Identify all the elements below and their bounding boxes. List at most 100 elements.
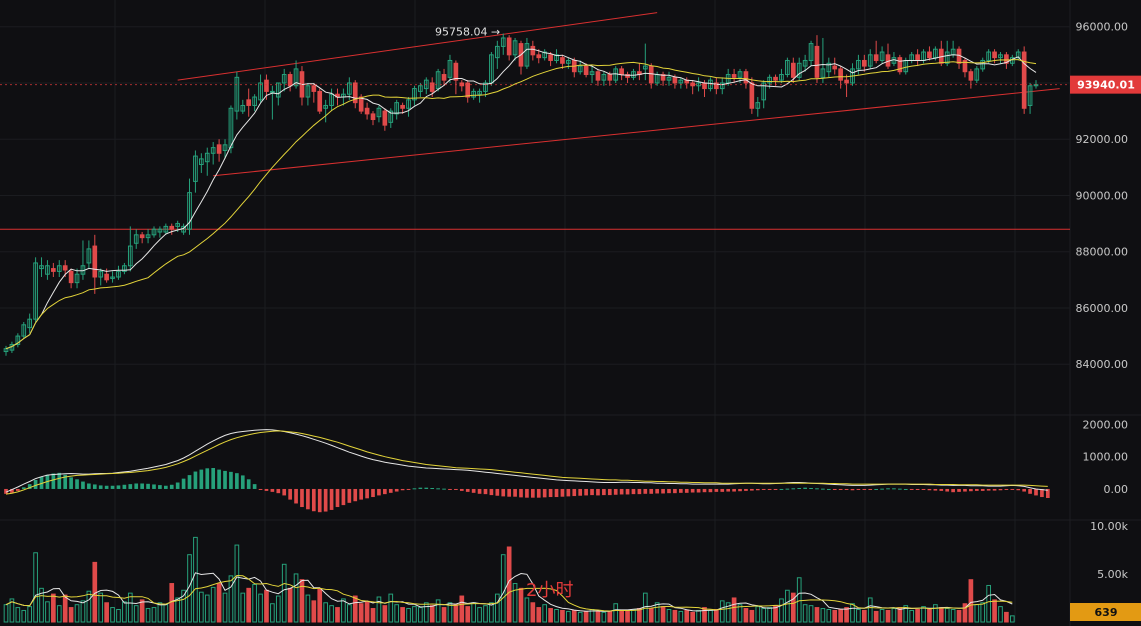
macd-bar-negative	[726, 488, 731, 492]
macd-bar-negative	[1034, 488, 1038, 496]
volume-bar-up	[974, 604, 980, 623]
candle-up	[163, 225, 169, 233]
candle-up	[275, 82, 281, 98]
macd-bar-negative	[566, 488, 571, 497]
macd-bar-positive	[21, 487, 26, 489]
volume-bar-down	[714, 609, 719, 623]
macd-bar-negative	[921, 488, 926, 490]
macd-bar-negative	[844, 488, 849, 490]
candle-up	[524, 43, 530, 67]
volume-bar-down	[607, 610, 613, 623]
macd-bar-positive	[821, 488, 825, 490]
candle-down	[861, 59, 867, 67]
candle-up	[642, 65, 648, 70]
candle-up	[554, 54, 559, 61]
volume-bar-down	[459, 595, 465, 623]
candle-up	[406, 99, 411, 109]
candle-up	[222, 144, 228, 151]
current-volume-badge-label: 639	[1095, 606, 1118, 619]
macd-bar-negative	[602, 488, 606, 496]
candle-up	[471, 90, 476, 98]
macd-bar-negative	[406, 488, 411, 490]
macd-bar-negative	[525, 488, 529, 498]
macd-bar-negative	[696, 488, 701, 493]
volume-bar-down	[169, 583, 175, 623]
candle-down	[317, 90, 323, 112]
volume-bar-up	[500, 554, 506, 623]
volume-bar-up	[110, 607, 115, 623]
candle-down	[790, 62, 796, 78]
candle-down	[927, 51, 932, 59]
volume-bar-up	[767, 607, 772, 623]
macd-dif-line	[5, 429, 1048, 493]
volume-bar-down	[352, 595, 358, 623]
macd-bar-negative	[750, 488, 754, 491]
macd-bar-positive	[217, 469, 221, 489]
macd-bar-negative	[560, 488, 565, 497]
macd-bar-positive	[92, 484, 97, 489]
volume-bar-down	[370, 608, 376, 623]
macd-bar-positive	[785, 488, 790, 490]
macd-bar-negative	[1040, 488, 1044, 498]
macd-bar-negative	[276, 488, 281, 494]
volume-bar-up	[127, 592, 133, 623]
current-price-badge-label: 93940.01	[1077, 79, 1135, 92]
volume-bar-up	[346, 604, 352, 623]
macd-bar-negative	[495, 488, 500, 496]
macd-bar-positive	[199, 469, 204, 489]
macd-bar-negative	[832, 488, 837, 490]
macd-bar-negative	[542, 488, 547, 498]
candle-up	[39, 265, 44, 270]
volume-bar-up	[998, 606, 1003, 623]
macd-bar-positive	[169, 484, 174, 489]
volume-bar-down	[844, 607, 849, 623]
macd-bar-positive	[240, 475, 245, 489]
volume-bar-up	[98, 592, 104, 623]
volume-bar-down	[861, 609, 867, 623]
macd-bar-negative	[507, 488, 511, 497]
volume-bar-down	[139, 599, 145, 623]
macd-bar-positive	[134, 483, 139, 489]
macd-bar-negative	[584, 488, 588, 496]
volume-bar-up	[234, 544, 240, 623]
macd-bar-positive	[27, 484, 32, 489]
volume-bar-up	[666, 609, 672, 623]
volume-bar-up	[755, 606, 761, 623]
candle-up	[512, 40, 518, 56]
candle-down	[743, 71, 749, 84]
volume-bar-down	[672, 609, 678, 623]
candle-up	[631, 71, 636, 78]
macd-bar-positive	[436, 488, 440, 490]
macd-bar-positive	[81, 481, 85, 489]
macd-bar-negative	[4, 488, 8, 494]
candle-up	[210, 147, 216, 154]
macd-bar-negative	[300, 488, 304, 508]
macd-bar-negative	[264, 488, 269, 491]
candle-down	[400, 104, 405, 109]
volume-bar-down	[299, 579, 305, 623]
macd-bar-positive	[33, 479, 38, 489]
volume-bar-up	[56, 605, 62, 623]
volume-bar-down	[968, 579, 974, 623]
price-tick-label: 96000.00	[1076, 21, 1129, 34]
macd-bar-positive	[181, 478, 186, 489]
macd-bar-negative	[365, 488, 369, 499]
volume-bar-down	[938, 607, 944, 623]
macd-bar-negative	[714, 488, 719, 492]
macd-panel	[4, 429, 1050, 513]
candle-up	[500, 37, 506, 47]
candle-down	[536, 54, 542, 59]
candle-down	[364, 107, 370, 115]
volume-bar-down	[838, 609, 843, 623]
volume-bar-down	[873, 610, 879, 623]
macd-bar-negative	[477, 488, 482, 494]
volume-bar-down	[317, 588, 323, 623]
candle-down	[1004, 54, 1009, 64]
macd-bar-negative	[927, 488, 932, 491]
candle-down	[660, 74, 666, 81]
macd-bar-negative	[661, 488, 665, 494]
volume-bar-up	[15, 607, 21, 623]
macd-bar-positive	[791, 488, 796, 490]
